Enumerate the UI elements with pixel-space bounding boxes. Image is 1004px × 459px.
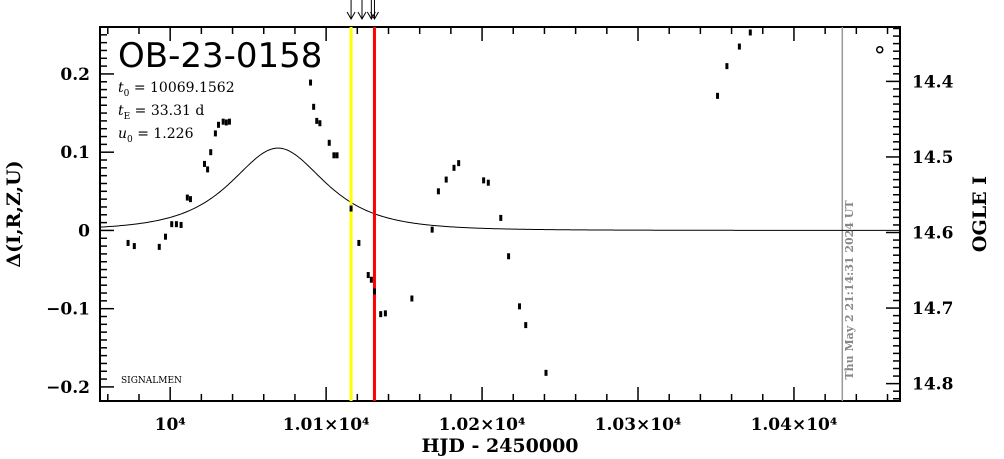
- param-te: tE = 33.31 d: [118, 103, 204, 122]
- data-point: [227, 118, 231, 125]
- data-point: [457, 160, 461, 167]
- x-axis-label: HJD - 2450000: [421, 435, 578, 457]
- x-tick-label: 1.03×10⁴: [595, 415, 682, 435]
- data-points: [126, 29, 884, 376]
- data-point: [737, 43, 741, 50]
- data-point: [163, 233, 167, 240]
- marker-lines: [349, 27, 376, 401]
- data-point: [179, 221, 183, 228]
- data-point: [482, 177, 486, 184]
- data-point: [213, 130, 217, 137]
- y-axis-label-left: Δ(I,R,Z,U): [3, 160, 25, 267]
- tick-labels: 10⁴ 1.01×10⁴ 1.02×10⁴ 1.03×10⁴ 1.04×10⁴ 0.2 0.…: [46, 65, 953, 435]
- param-t0: t0 = 10069.1562: [118, 80, 235, 99]
- data-point: [436, 188, 440, 195]
- signalmen-label: SIGNALMEN: [121, 376, 182, 386]
- data-point: [209, 149, 213, 156]
- param-u0: u0 = 1.226: [118, 126, 194, 145]
- data-point: [224, 119, 228, 126]
- data-point: [132, 243, 136, 250]
- y-tick-label: 0.1: [60, 143, 90, 163]
- data-point: [318, 120, 322, 127]
- data-point: [875, 45, 884, 54]
- plot-frame: [99, 26, 901, 402]
- top-arrows: [346, 0, 379, 21]
- data-point: [335, 152, 339, 159]
- data-point: [157, 243, 161, 250]
- data-point: [357, 239, 361, 246]
- y-right-tick-label: 14.5: [912, 148, 953, 168]
- y-right-tick-label: 14.6: [912, 224, 953, 244]
- data-point: [185, 194, 189, 201]
- data-point: [366, 272, 370, 279]
- data-point: [332, 152, 336, 159]
- data-point: [349, 205, 353, 212]
- data-point: [452, 164, 456, 171]
- y-tick-label: 0: [78, 221, 90, 241]
- y-tick-label: −0.1: [46, 300, 90, 320]
- data-point: [327, 139, 331, 146]
- arrow-head: [357, 11, 367, 21]
- data-point: [312, 103, 316, 110]
- data-point: [499, 214, 503, 221]
- data-point: [206, 166, 210, 173]
- x-tick-label: 1.04×10⁴: [751, 415, 838, 435]
- y-right-tick-label: 14.4: [912, 72, 954, 92]
- data-point: [217, 121, 221, 128]
- data-point: [444, 176, 448, 183]
- data-point: [748, 29, 752, 36]
- data-point: [221, 118, 225, 125]
- data-point: [544, 369, 548, 376]
- tick-marks: [100, 27, 900, 401]
- data-point: [369, 276, 373, 283]
- data-point: [486, 179, 490, 186]
- data-point: [379, 311, 383, 318]
- y-axis-label-right: OGLE I: [969, 176, 991, 252]
- data-point: [524, 322, 528, 329]
- data-point: [126, 239, 130, 246]
- data-point: [383, 310, 387, 317]
- data-point: [202, 160, 206, 167]
- data-point: [507, 253, 511, 260]
- data-point: [410, 295, 414, 302]
- x-tick-label: 10⁴: [155, 415, 186, 435]
- y-right-tick-label: 14.7: [912, 299, 953, 319]
- y-tick-label: 0.2: [60, 65, 90, 85]
- data-point: [517, 303, 521, 310]
- data-point: [174, 221, 178, 228]
- data-point: [372, 288, 376, 295]
- data-point: [188, 196, 192, 203]
- event-name: OB-23-0158: [118, 36, 322, 76]
- x-tick-label: 1.01×10⁴: [283, 415, 370, 435]
- data-point: [716, 92, 720, 99]
- arrow-head: [370, 11, 379, 21]
- model-curve: [100, 147, 900, 231]
- x-tick-label: 1.02×10⁴: [439, 415, 526, 435]
- y-right-tick-label: 14.8: [912, 375, 953, 395]
- data-point: [170, 221, 174, 228]
- model-curve-path: [100, 147, 900, 231]
- y-tick-label: −0.2: [46, 378, 90, 398]
- data-point: [430, 226, 434, 233]
- data-point: [725, 63, 729, 70]
- data-point: [315, 117, 319, 124]
- timestamp-stamp: Thu May 2 21:14:31 2024 UT: [843, 200, 856, 380]
- arrow-head: [346, 11, 356, 21]
- data-point: [309, 79, 313, 86]
